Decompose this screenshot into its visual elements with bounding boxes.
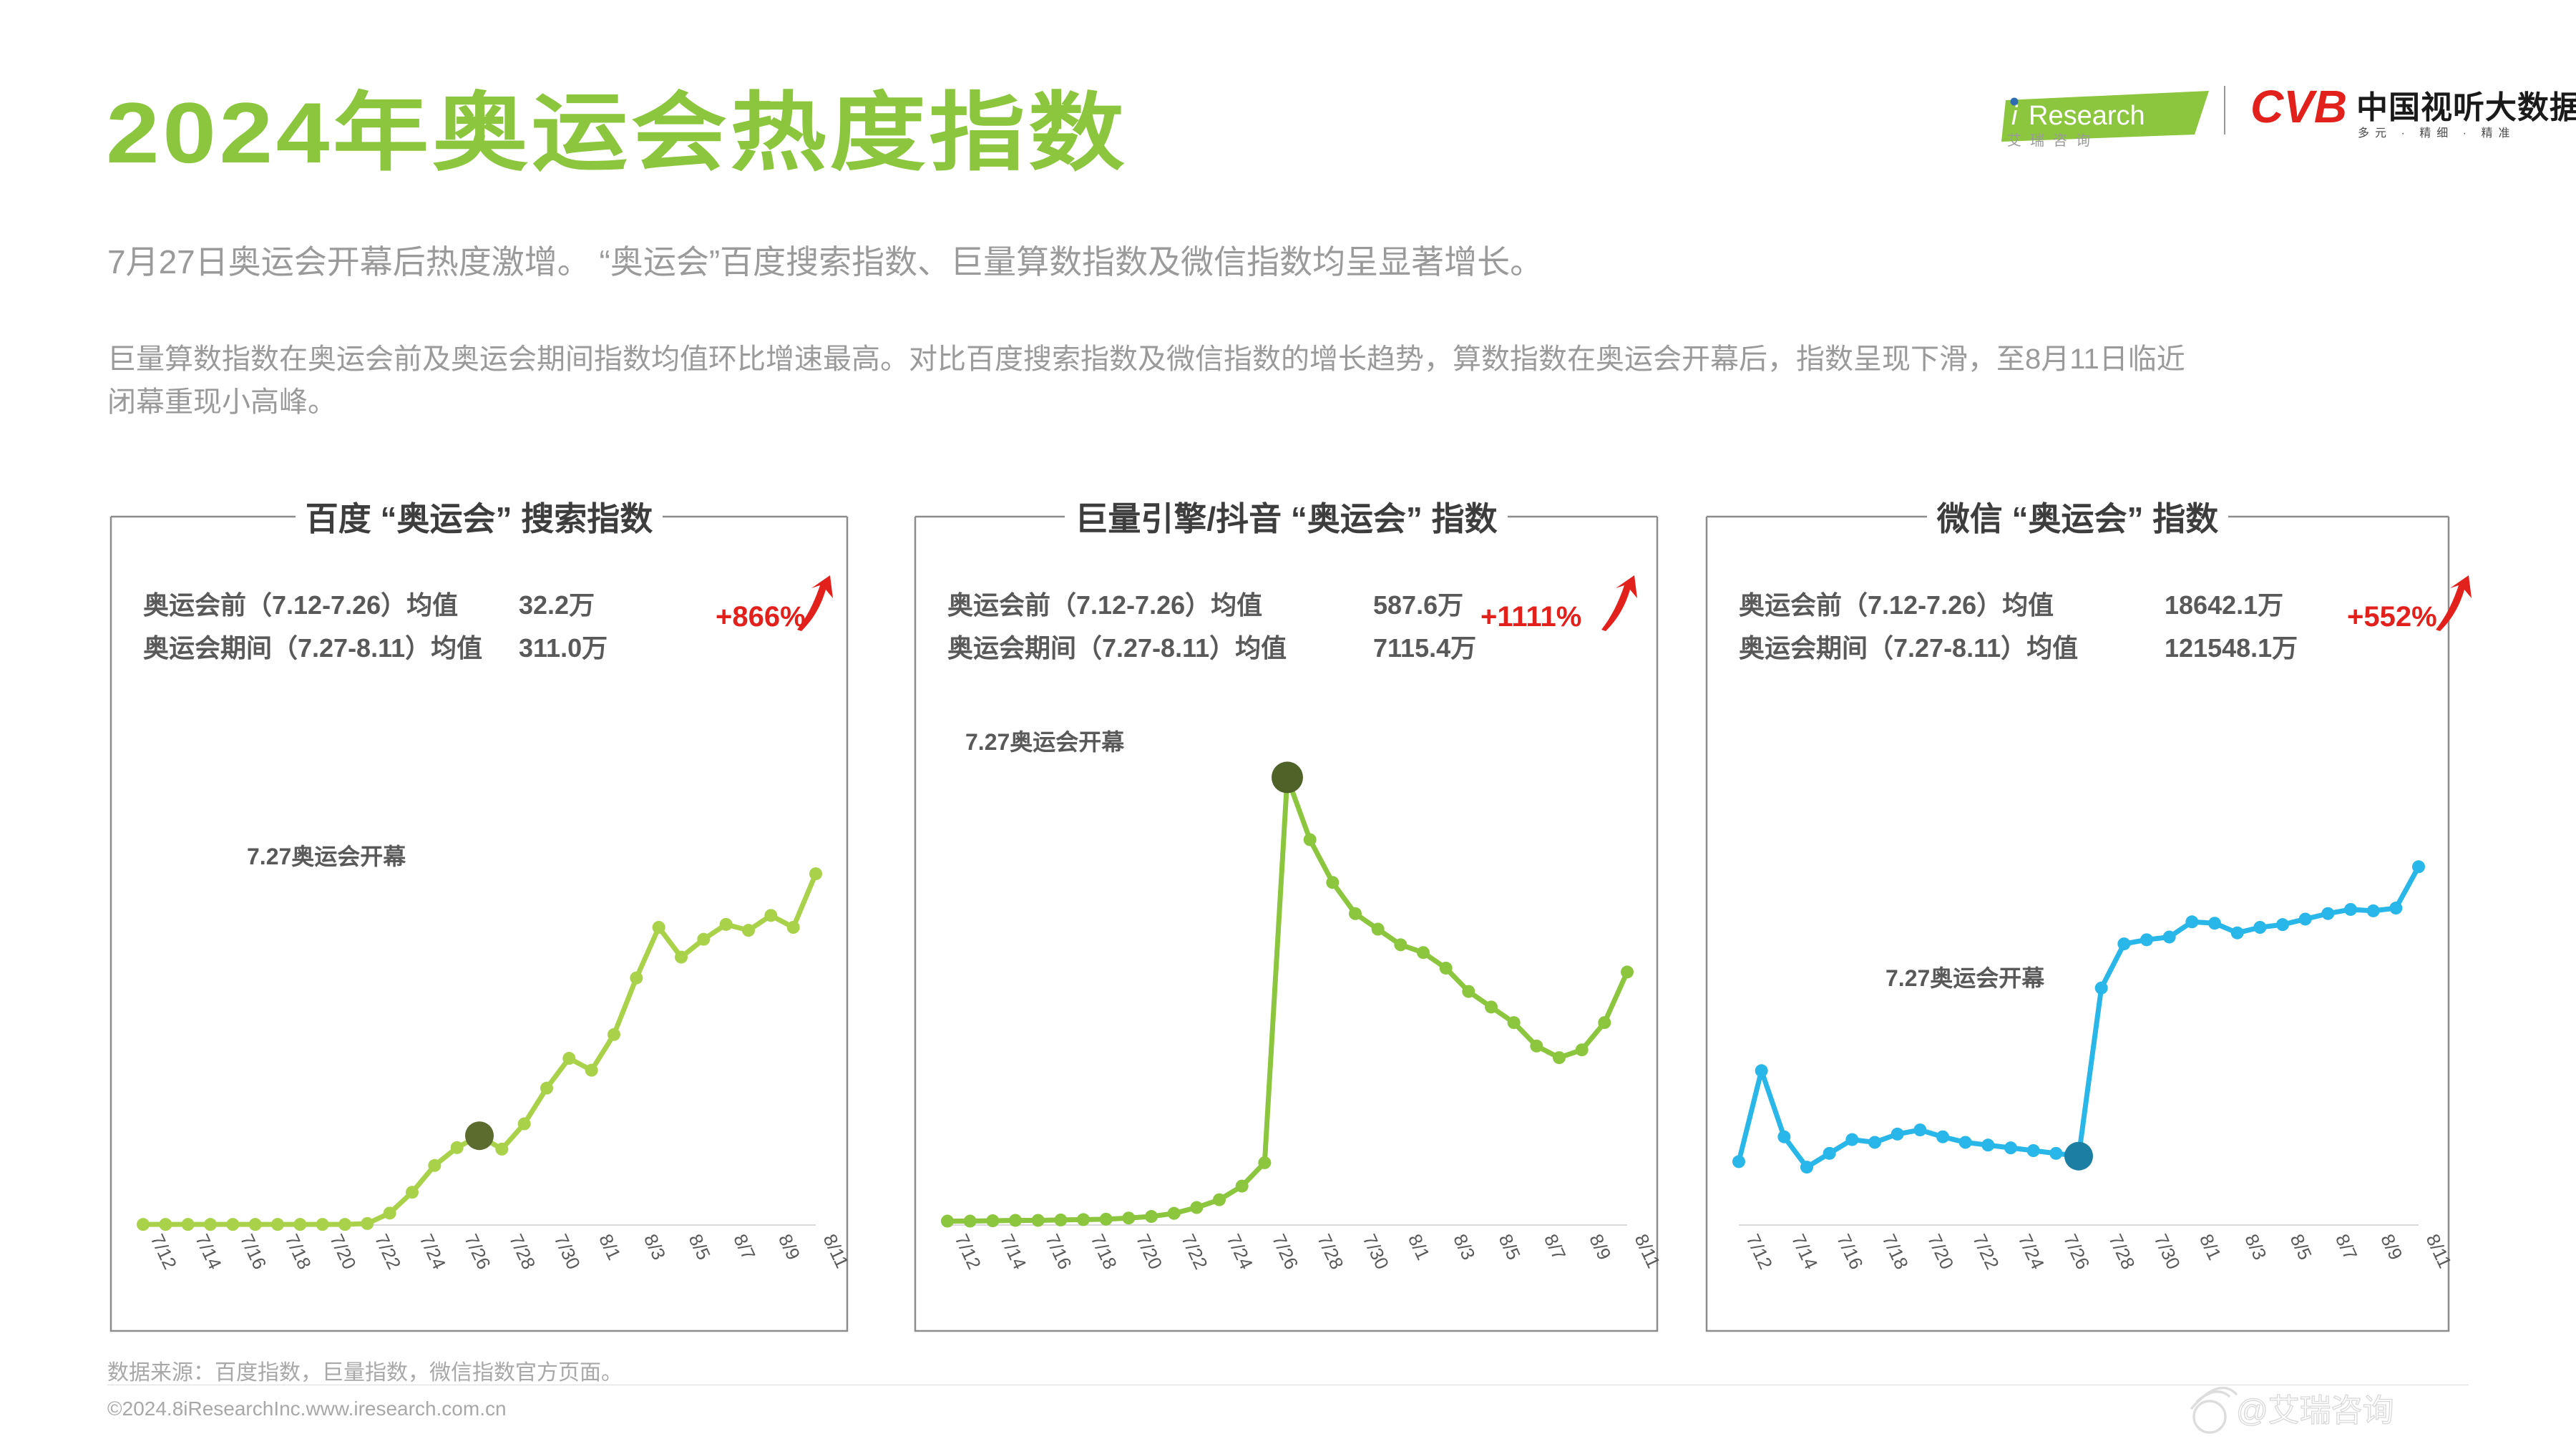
- svg-text:7/20: 7/20: [326, 1231, 361, 1273]
- svg-text:7/12: 7/12: [1742, 1231, 1777, 1273]
- svg-text:7/24: 7/24: [2014, 1231, 2049, 1273]
- svg-text:7/28: 7/28: [1313, 1231, 1348, 1273]
- svg-text:8/5: 8/5: [685, 1231, 715, 1263]
- svg-text:7/30: 7/30: [2150, 1231, 2185, 1273]
- svg-text:8/9: 8/9: [1585, 1231, 1615, 1263]
- svg-text:7/20: 7/20: [1132, 1231, 1167, 1273]
- svg-text:8/1: 8/1: [595, 1231, 625, 1263]
- svg-text:8/7: 8/7: [1540, 1231, 1570, 1263]
- svg-text:7/18: 7/18: [1878, 1231, 1913, 1273]
- svg-text:8/9: 8/9: [2376, 1231, 2406, 1263]
- svg-text:7/24: 7/24: [1223, 1231, 1258, 1273]
- svg-text:7/26: 7/26: [460, 1231, 495, 1273]
- svg-text:7/28: 7/28: [505, 1231, 540, 1273]
- svg-text:7/22: 7/22: [1968, 1231, 2004, 1273]
- svg-text:7/16: 7/16: [1041, 1231, 1076, 1273]
- svg-text:7/26: 7/26: [1268, 1231, 1303, 1273]
- svg-text:7/20: 7/20: [1923, 1231, 1958, 1273]
- svg-text:7/16: 7/16: [1833, 1231, 1868, 1273]
- svg-text:7/30: 7/30: [550, 1231, 585, 1273]
- svg-text:7/12: 7/12: [147, 1231, 182, 1273]
- svg-text:8/5: 8/5: [1495, 1231, 1525, 1263]
- svg-text:8/3: 8/3: [2240, 1231, 2270, 1263]
- svg-text:7/22: 7/22: [1177, 1231, 1212, 1273]
- svg-text:7/14: 7/14: [996, 1231, 1031, 1273]
- svg-text:7/18: 7/18: [281, 1231, 316, 1273]
- svg-text:8/1: 8/1: [2195, 1231, 2225, 1263]
- svg-text:7/14: 7/14: [1787, 1231, 1823, 1273]
- svg-text:7/30: 7/30: [1359, 1231, 1394, 1273]
- svg-text:7/12: 7/12: [951, 1231, 986, 1273]
- svg-text:7/22: 7/22: [371, 1231, 406, 1273]
- svg-text:7/28: 7/28: [2104, 1231, 2140, 1273]
- svg-text:8/7: 8/7: [2331, 1231, 2361, 1263]
- svg-text:7/14: 7/14: [191, 1231, 226, 1273]
- svg-text:CVB: CVB: [2250, 81, 2347, 132]
- svg-text:8/1: 8/1: [1404, 1231, 1434, 1263]
- svg-text:8/5: 8/5: [2286, 1231, 2316, 1263]
- svg-text:7/26: 7/26: [2059, 1231, 2094, 1273]
- svg-text:7/16: 7/16: [236, 1231, 271, 1273]
- svg-text:Research: Research: [2029, 101, 2145, 131]
- svg-text:7/24: 7/24: [416, 1231, 451, 1273]
- svg-text:8/7: 8/7: [729, 1231, 759, 1263]
- svg-text:8/9: 8/9: [774, 1231, 804, 1263]
- svg-text:8/3: 8/3: [1449, 1231, 1479, 1263]
- svg-text:8/3: 8/3: [640, 1231, 670, 1263]
- svg-text:7/18: 7/18: [1087, 1231, 1122, 1273]
